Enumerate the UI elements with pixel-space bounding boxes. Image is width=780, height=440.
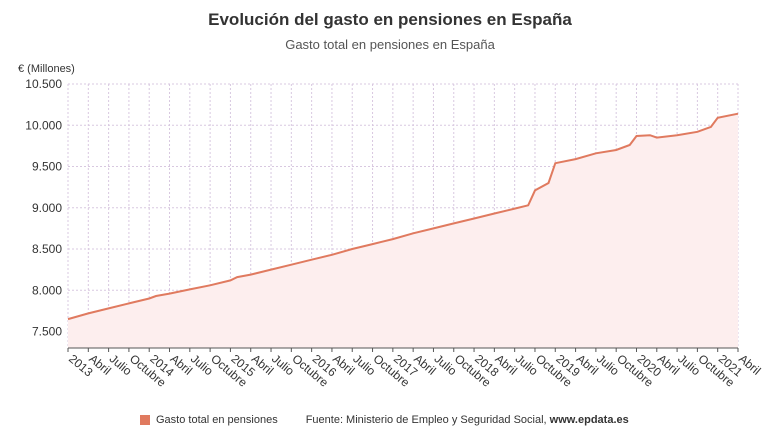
legend-swatch [140,415,150,425]
y-tick-label: 10.500 [25,77,62,91]
y-tick-label: 7.500 [32,325,62,339]
source-prefix: Fuente: Ministerio de Empleo y Seguridad… [305,414,550,426]
legend-label: Gasto total en pensiones [156,414,278,426]
chart-footer: Gasto total en pensiones Fuente: Ministe… [140,414,629,426]
y-tick-label: 10.000 [25,118,62,132]
y-tick-label: 8.000 [32,283,62,297]
chart-title: Evolución del gasto en pensiones en Espa… [208,10,572,29]
x-axis-ticks: 2013AbrilJulioOctubre2014AbrilJulioOctub… [66,348,763,390]
y-tick-label: 9.000 [32,201,62,215]
source-url: www.epdata.es [549,414,629,426]
y-axis-label: € (Millones) [18,63,75,75]
series-area-fill [68,113,738,348]
y-axis-ticks: 7.500 8.000 8.500 9.000 9.500 10.000 10.500 [25,77,62,339]
series-line [67,112,739,321]
chart-subtitle: Gasto total en pensiones en España [285,37,495,52]
y-tick-label: 8.500 [32,242,62,256]
source-note: Fuente: Ministerio de Empleo y Seguridad… [306,414,629,426]
y-tick-label: 9.500 [32,160,62,174]
